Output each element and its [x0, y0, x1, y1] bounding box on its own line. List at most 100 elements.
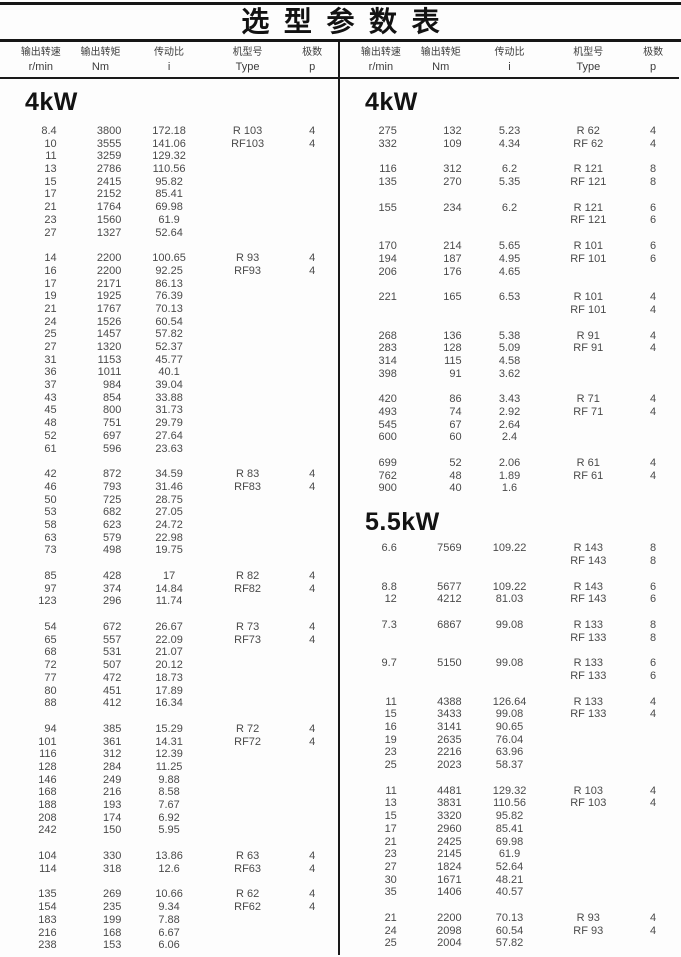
speed-cell: 8.8	[381, 580, 397, 593]
torque-cell: 793	[102, 480, 122, 493]
table-row: 52 697 27.64	[0, 430, 338, 443]
ratio-cell: 4.58	[498, 354, 521, 367]
ratio-cell: 109.22	[492, 542, 527, 555]
ratio-cell: 95.82	[155, 175, 183, 188]
column-header-label: 机型号	[232, 47, 263, 58]
table-row: 268 136 5.38 R 91 4	[340, 330, 679, 343]
table-row: 24 2098 60.54 RF 93 4	[340, 925, 679, 938]
type-cell: RF 133	[570, 669, 607, 682]
type-cell: RF 133	[570, 631, 607, 644]
poles-cell	[286, 927, 338, 940]
torque-cell: 136	[443, 329, 462, 342]
table-row: 6.6 7569 109.22 R 143 8	[340, 542, 679, 555]
ratio-cell: 100.65	[152, 252, 186, 265]
torque-cell: 2145	[437, 848, 462, 861]
speed-cell: 21	[384, 911, 397, 924]
ratio-cell: 2.64	[498, 418, 521, 431]
title-rule	[0, 39, 681, 42]
table-row: 116 312 12.39	[0, 748, 338, 761]
speed-cell: 188	[38, 799, 57, 811]
torque-cell: 1153	[97, 353, 122, 366]
table-row: 17 2152 85.41	[0, 188, 338, 201]
ratio-cell: 57.82	[495, 937, 524, 950]
poles-cell	[627, 759, 679, 772]
poles-cell: 6	[650, 214, 657, 227]
table-row: 97 374 14.84 RF82 4	[0, 583, 338, 596]
torque-cell: 234	[443, 201, 462, 214]
ratio-cell: 110.56	[152, 163, 186, 176]
table-row: 238 153 6.06	[0, 939, 338, 952]
type-cell	[209, 595, 287, 608]
type-cell	[209, 176, 287, 189]
poles-cell: 4	[309, 264, 316, 277]
poles-cell: 8	[650, 631, 657, 644]
torque-cell: 4212	[437, 593, 462, 606]
type-cell	[209, 404, 287, 417]
table-row: 283 128 5.09 RF 91 4	[340, 342, 679, 355]
torque-cell: 531	[102, 646, 122, 659]
ratio-cell: 2.06	[498, 457, 521, 470]
table-row: 23 1560 61.9	[0, 214, 338, 227]
type-cell	[209, 914, 287, 927]
type-cell: RF 61	[573, 469, 604, 482]
ratio-cell: 129.32	[492, 784, 527, 797]
type-cell: R 103	[232, 125, 263, 137]
ratio-cell: 1.89	[498, 469, 521, 482]
type-cell	[209, 799, 287, 812]
torque-cell: 2200	[437, 911, 462, 924]
torque-cell: 984	[102, 379, 122, 392]
torque-cell: 2023	[437, 759, 462, 772]
column-header: 机型号 Type	[549, 44, 627, 77]
ratio-cell: 52.64	[495, 860, 524, 873]
ratio-cell: 69.98	[495, 835, 524, 848]
table-row: 600 60 2.4	[340, 431, 679, 444]
ratio-cell: 2.92	[498, 406, 521, 418]
torque-cell: 1767	[96, 302, 122, 315]
column-header: 输出转速 r/min	[0, 44, 72, 77]
torque-cell: 3831	[437, 797, 462, 810]
column-header-label: 传动比	[154, 47, 185, 58]
poles-cell	[286, 163, 338, 176]
type-cell	[549, 836, 627, 849]
ratio-cell: 29.79	[155, 417, 183, 430]
table-row: 10 3555 141.06 RF103 4	[0, 138, 338, 151]
poles-cell: 6	[650, 593, 657, 606]
torque-cell: 128	[443, 342, 462, 355]
speed-cell: 332	[378, 137, 397, 150]
column-header-label: 输出转矩	[420, 47, 461, 58]
torque-cell: 67	[449, 418, 462, 431]
type-cell: RF 62	[573, 137, 604, 150]
ratio-cell: 92.25	[155, 264, 183, 277]
column-header-unit: i	[508, 61, 511, 73]
torque-cell: 176	[443, 265, 462, 278]
speed-cell: 25	[44, 328, 57, 341]
torque-cell: 507	[102, 659, 122, 672]
torque-cell: 498	[102, 544, 122, 557]
poles-cell	[286, 417, 338, 430]
table-row: 16 3141 90.65	[340, 721, 679, 734]
table-row: 314 115 4.58	[340, 355, 679, 368]
type-cell: R 93	[235, 252, 260, 265]
power-section-heading: 4kW	[365, 88, 418, 116]
speed-cell: 10	[44, 137, 57, 150]
speed-cell: 17	[384, 822, 397, 835]
group-spacer	[340, 568, 679, 581]
type-cell: RF63	[234, 862, 262, 875]
poles-cell	[286, 278, 338, 291]
table-row: 85 428 17 R 82 4	[0, 570, 338, 583]
torque-cell: 2635	[437, 733, 462, 746]
poles-cell: 8	[650, 554, 657, 567]
ratio-cell	[470, 214, 550, 227]
ratio-cell: 4.34	[498, 137, 521, 150]
speed-cell: 97	[44, 582, 57, 595]
torque-cell: 270	[443, 176, 462, 189]
poles-cell: 4	[309, 480, 316, 493]
speed-cell: 16	[44, 264, 57, 277]
type-cell	[209, 290, 287, 303]
table-row: 168 216 8.58	[0, 786, 338, 799]
table-row: 19 1925 76.39	[0, 290, 338, 303]
table-row: 36 1011 40.1	[0, 366, 338, 379]
ratio-cell	[470, 632, 550, 645]
table-row: RF 121 6	[340, 214, 679, 227]
